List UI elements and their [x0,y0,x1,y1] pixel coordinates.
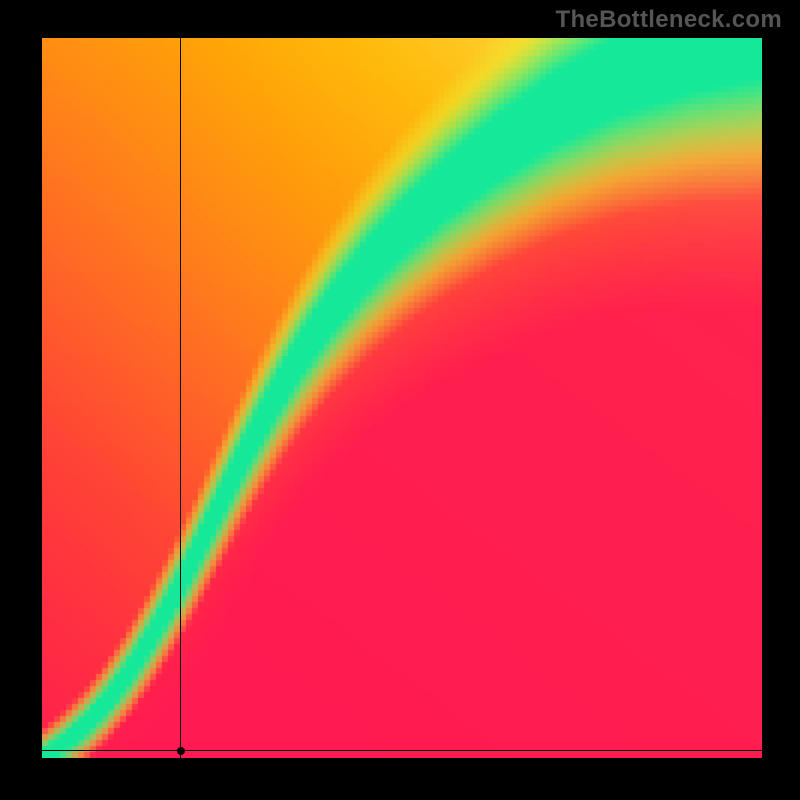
heatmap-plot [42,38,762,758]
crosshair-vertical [180,38,181,758]
watermark-text: TheBottleneck.com [556,6,782,34]
chart-container: TheBottleneck.com [0,0,800,800]
crosshair-horizontal [42,750,762,751]
heatmap-canvas [42,38,762,758]
crosshair-dot [177,747,185,755]
